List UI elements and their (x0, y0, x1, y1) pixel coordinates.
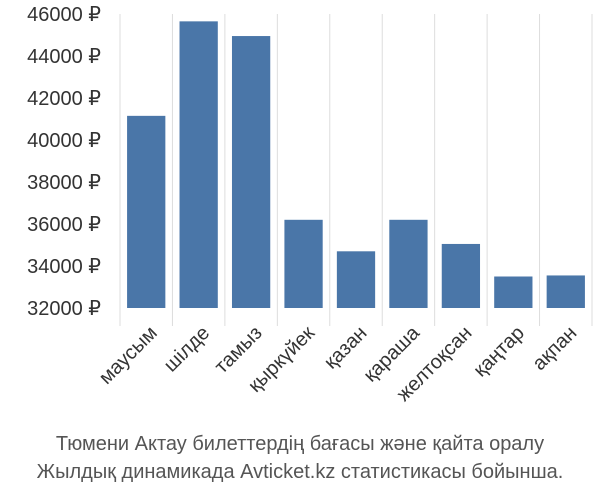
y-tick-label: 42000 ₽ (27, 88, 101, 110)
y-tick-label: 36000 ₽ (27, 214, 101, 236)
y-tick-label: 34000 ₽ (27, 256, 101, 278)
y-tick-label: 46000 ₽ (27, 4, 101, 26)
x-tick-label: ақпан (528, 322, 581, 375)
bars (127, 21, 585, 309)
x-tick-label: маусым (95, 322, 162, 389)
caption-line-2: Жылдық динамикада Avticket.kz статистика… (36, 461, 564, 483)
y-tick-label: 38000 ₽ (27, 172, 101, 194)
bar-7 (441, 243, 481, 308)
bar-4 (284, 219, 323, 308)
bar-6 (389, 219, 428, 308)
grid-lines (119, 14, 593, 326)
bar-3 (231, 36, 271, 309)
y-axis-tick-labels: 32000 ₽ 34000 ₽ 36000 ₽ 38000 ₽ 40000 ₽ 42000… (27, 4, 101, 320)
bar-2 (179, 21, 218, 308)
x-tick-label: қаңтар (469, 322, 528, 381)
bar-9 (546, 275, 585, 308)
caption-line-1: Тюмени Актау билеттердің бағасы және қай… (55, 433, 545, 455)
bar-8 (494, 276, 533, 308)
x-tick-label: шілде (160, 322, 214, 376)
bar-5 (336, 251, 376, 308)
y-tick-label: 44000 ₽ (27, 46, 101, 68)
y-tick-label: 32000 ₽ (27, 298, 101, 320)
y-tick-label: 40000 ₽ (27, 130, 101, 152)
bar-1 (127, 115, 166, 308)
